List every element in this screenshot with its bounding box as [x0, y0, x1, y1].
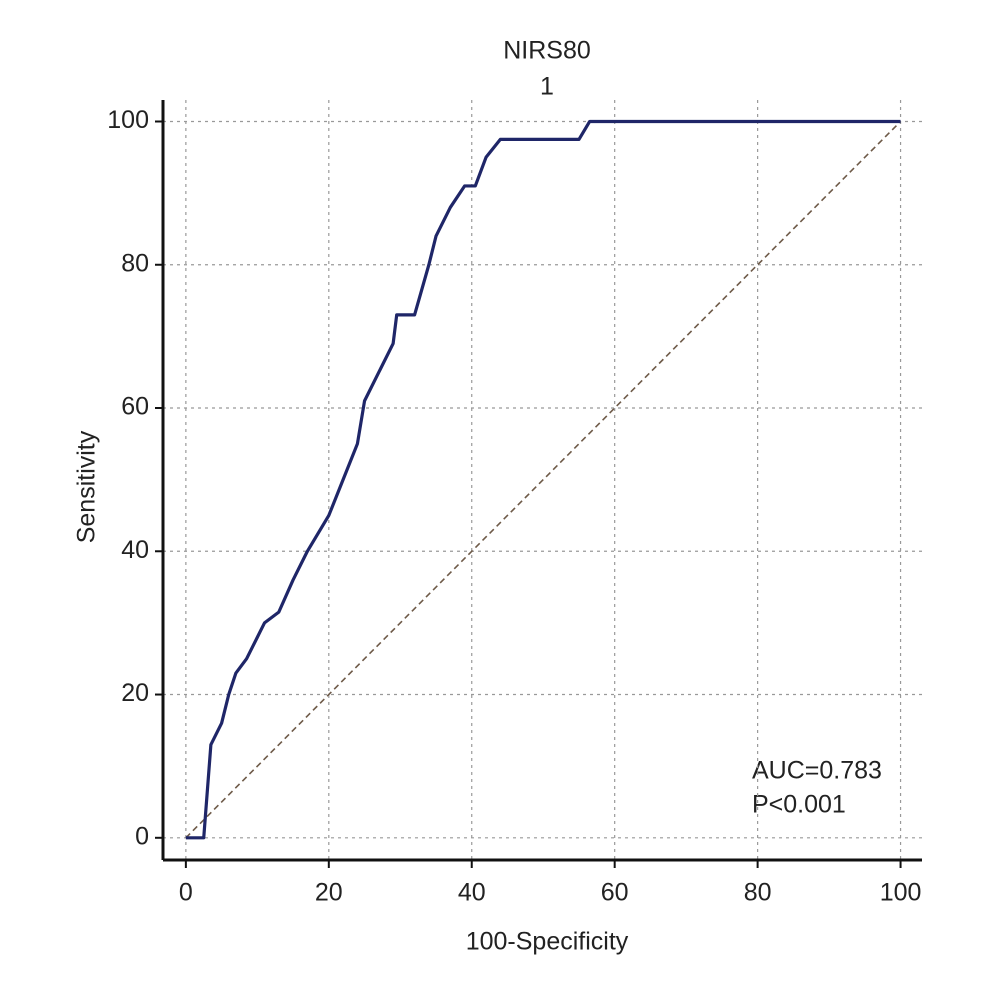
- y-tick-label: 0: [135, 822, 149, 850]
- roc-curve: [185, 119, 901, 840]
- annotation: P<0.001: [752, 791, 846, 819]
- x-tick-label: 60: [601, 879, 629, 907]
- y-tick-label: 20: [121, 679, 149, 707]
- x-tick-label: 0: [179, 879, 193, 907]
- y-tick-label: 100: [107, 106, 149, 134]
- chart-title: NIRS80: [503, 37, 591, 65]
- x-tick-label: 80: [744, 879, 772, 907]
- y-tick-label: 40: [121, 536, 149, 564]
- x-tick-label: 40: [458, 879, 486, 907]
- y-tick-label: 60: [121, 393, 149, 421]
- chart-subtitle: 1: [540, 73, 554, 101]
- y-axis-label: Sensitivity: [73, 430, 101, 543]
- x-tick-label: 20: [315, 879, 343, 907]
- y-tick-label: 80: [121, 249, 149, 277]
- reference-line: [185, 120, 902, 839]
- annotation: AUC=0.783: [752, 757, 882, 785]
- x-axis-label: 100-Specificity: [466, 928, 629, 956]
- x-tick-label: 100: [880, 879, 922, 907]
